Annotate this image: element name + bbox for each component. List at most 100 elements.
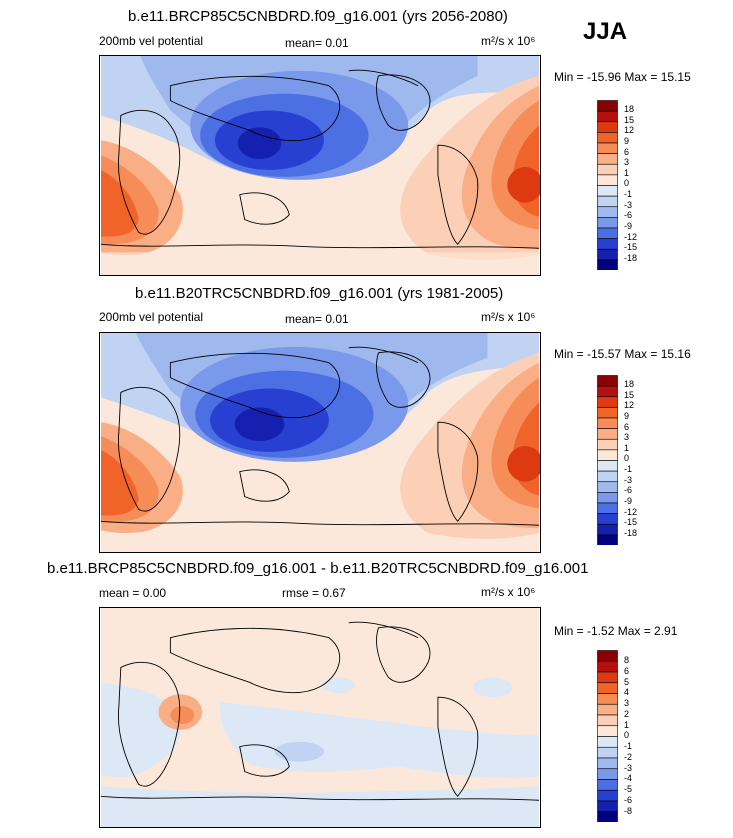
colorbar-tick-label: -6 [624,794,633,805]
panel3-units-label: m²/s x 10⁶ [481,585,536,599]
colorbar-tick-label: -9 [624,220,633,231]
panel1-units-label: m²/s x 10⁶ [481,34,536,48]
panel1-left-label: 200mb vel potential [99,34,204,48]
panel3-map [99,607,541,828]
colorbar-swatch [597,153,618,165]
colorbar-swatch [597,789,618,802]
colorbar-swatch [597,481,618,493]
colorbar-tick-label: -2 [624,751,633,762]
colorbar-swatch [597,206,618,218]
colorbar-swatch [597,259,618,271]
colorbar-swatch [597,502,618,514]
colorbar-tick-label: 15 [624,389,635,400]
panel1-map [99,55,541,276]
colorbar-tick-label: 0 [624,453,630,464]
colorbar-swatch [597,217,618,229]
colorbar-tick-label: -1 [624,189,633,199]
colorbar-swatch [597,428,618,440]
colorbar-tick-label: 18 [624,379,635,389]
colorbar-tick-label: 18 [624,104,635,114]
panel2-left-label: 200mb vel potential [99,310,204,324]
colorbar-tick-label: -6 [624,210,633,221]
colorbar-swatch [597,703,618,716]
colorbar-swatch [597,779,618,791]
colorbar-swatch [597,736,618,748]
colorbar-tick-label: 1 [624,167,630,178]
panel3-colorbar [597,650,618,823]
colorbar-tick-label: 3 [624,432,630,443]
colorbar-swatch [597,132,618,144]
colorbar-tick-label: 6 [624,421,630,432]
colorbar-swatch [597,417,618,429]
colorbar-swatch [597,248,618,261]
colorbar-tick-label: 1 [624,442,630,453]
colorbar-tick-label: -8 [624,805,633,816]
colorbar-tick-label: 6 [624,665,630,676]
panel2-colorbar [597,375,618,546]
colorbar-tick-label: -1 [624,464,633,474]
colorbar-swatch [597,693,618,705]
colorbar-tick-label: 9 [624,135,630,146]
colorbar-swatch [597,725,618,737]
colorbar-tick-label: 0 [624,730,630,741]
colorbar-tick-label: 12 [624,400,635,411]
panel1-colorbar [597,100,618,271]
colorbar-swatch [597,800,618,813]
colorbar-tick-label: -12 [624,231,638,242]
colorbar-tick-label: 15 [624,114,635,125]
colorbar-swatch [597,768,618,780]
colorbar-tick-label: 3 [624,698,630,708]
colorbar-swatch [597,811,618,823]
colorbar-tick-label: 6 [624,146,630,157]
colorbar-swatch [597,174,618,186]
colorbar-swatch [597,449,618,461]
colorbar-tick-label: -3 [624,474,633,485]
colorbar-swatch [597,682,618,694]
panel3-title: b.e11.BRCP85C5CNBDRD.f09_g16.001 - b.e11… [47,560,589,577]
colorbar-tick-label: -3 [624,762,633,773]
colorbar-swatch [597,671,618,684]
panel3-colorbar-svg [597,650,618,823]
panel2-minmax: Min = -15.57 Max = 15.16 [554,347,691,361]
panel2-title: b.e11.B20TRC5CNBDRD.f09_g16.001 (yrs 198… [135,285,504,302]
colorbar-tick-label: 2 [624,708,630,719]
colorbar-tick-label: 4 [624,687,630,698]
colorbar-tick-label: 12 [624,125,635,136]
colorbar-tick-label: -15 [624,517,638,528]
colorbar-tick-label: -3 [624,199,633,210]
colorbar-tick-label: 1 [624,719,630,730]
colorbar-swatch [597,470,618,483]
colorbar-swatch [597,195,618,208]
colorbar-swatch [597,438,618,451]
colorbar-swatch [597,534,618,546]
season-label: JJA [583,18,628,45]
panel2-colorbar-svg [597,375,618,546]
colorbar-tick-label: 8 [624,655,630,665]
colorbar-swatch [597,492,618,504]
colorbar-tick-label: -6 [624,485,633,496]
colorbar-swatch [597,163,618,176]
colorbar-tick-label: 3 [624,157,630,168]
panel1-mean-label: mean= 0.01 [285,36,349,50]
panel3-minmax: Min = -1.52 Max = 2.91 [554,624,678,638]
colorbar-tick-label: -18 [624,527,638,538]
panel2-mean-label: mean= 0.01 [285,312,349,326]
colorbar-swatch [597,396,618,408]
colorbar-swatch [597,523,618,536]
colorbar-tick-label: -9 [624,495,633,506]
colorbar-swatch [597,121,618,133]
colorbar-tick-label: -5 [624,784,633,794]
colorbar-swatch [597,660,618,673]
colorbar-swatch [597,110,618,123]
colorbar-swatch [597,757,618,770]
colorbar-swatch [597,142,618,154]
colorbar-tick-label: 0 [624,178,630,189]
panel1-colorbar-svg [597,100,618,271]
panel3-mean-label: mean = 0.00 [99,586,167,600]
colorbar-swatch [597,746,618,759]
colorbar-tick-label: -1 [624,741,633,751]
colorbar-swatch [597,227,618,239]
colorbar-tick-label: 9 [624,410,630,421]
colorbar-tick-label: 5 [624,676,630,687]
colorbar-swatch [597,100,618,112]
